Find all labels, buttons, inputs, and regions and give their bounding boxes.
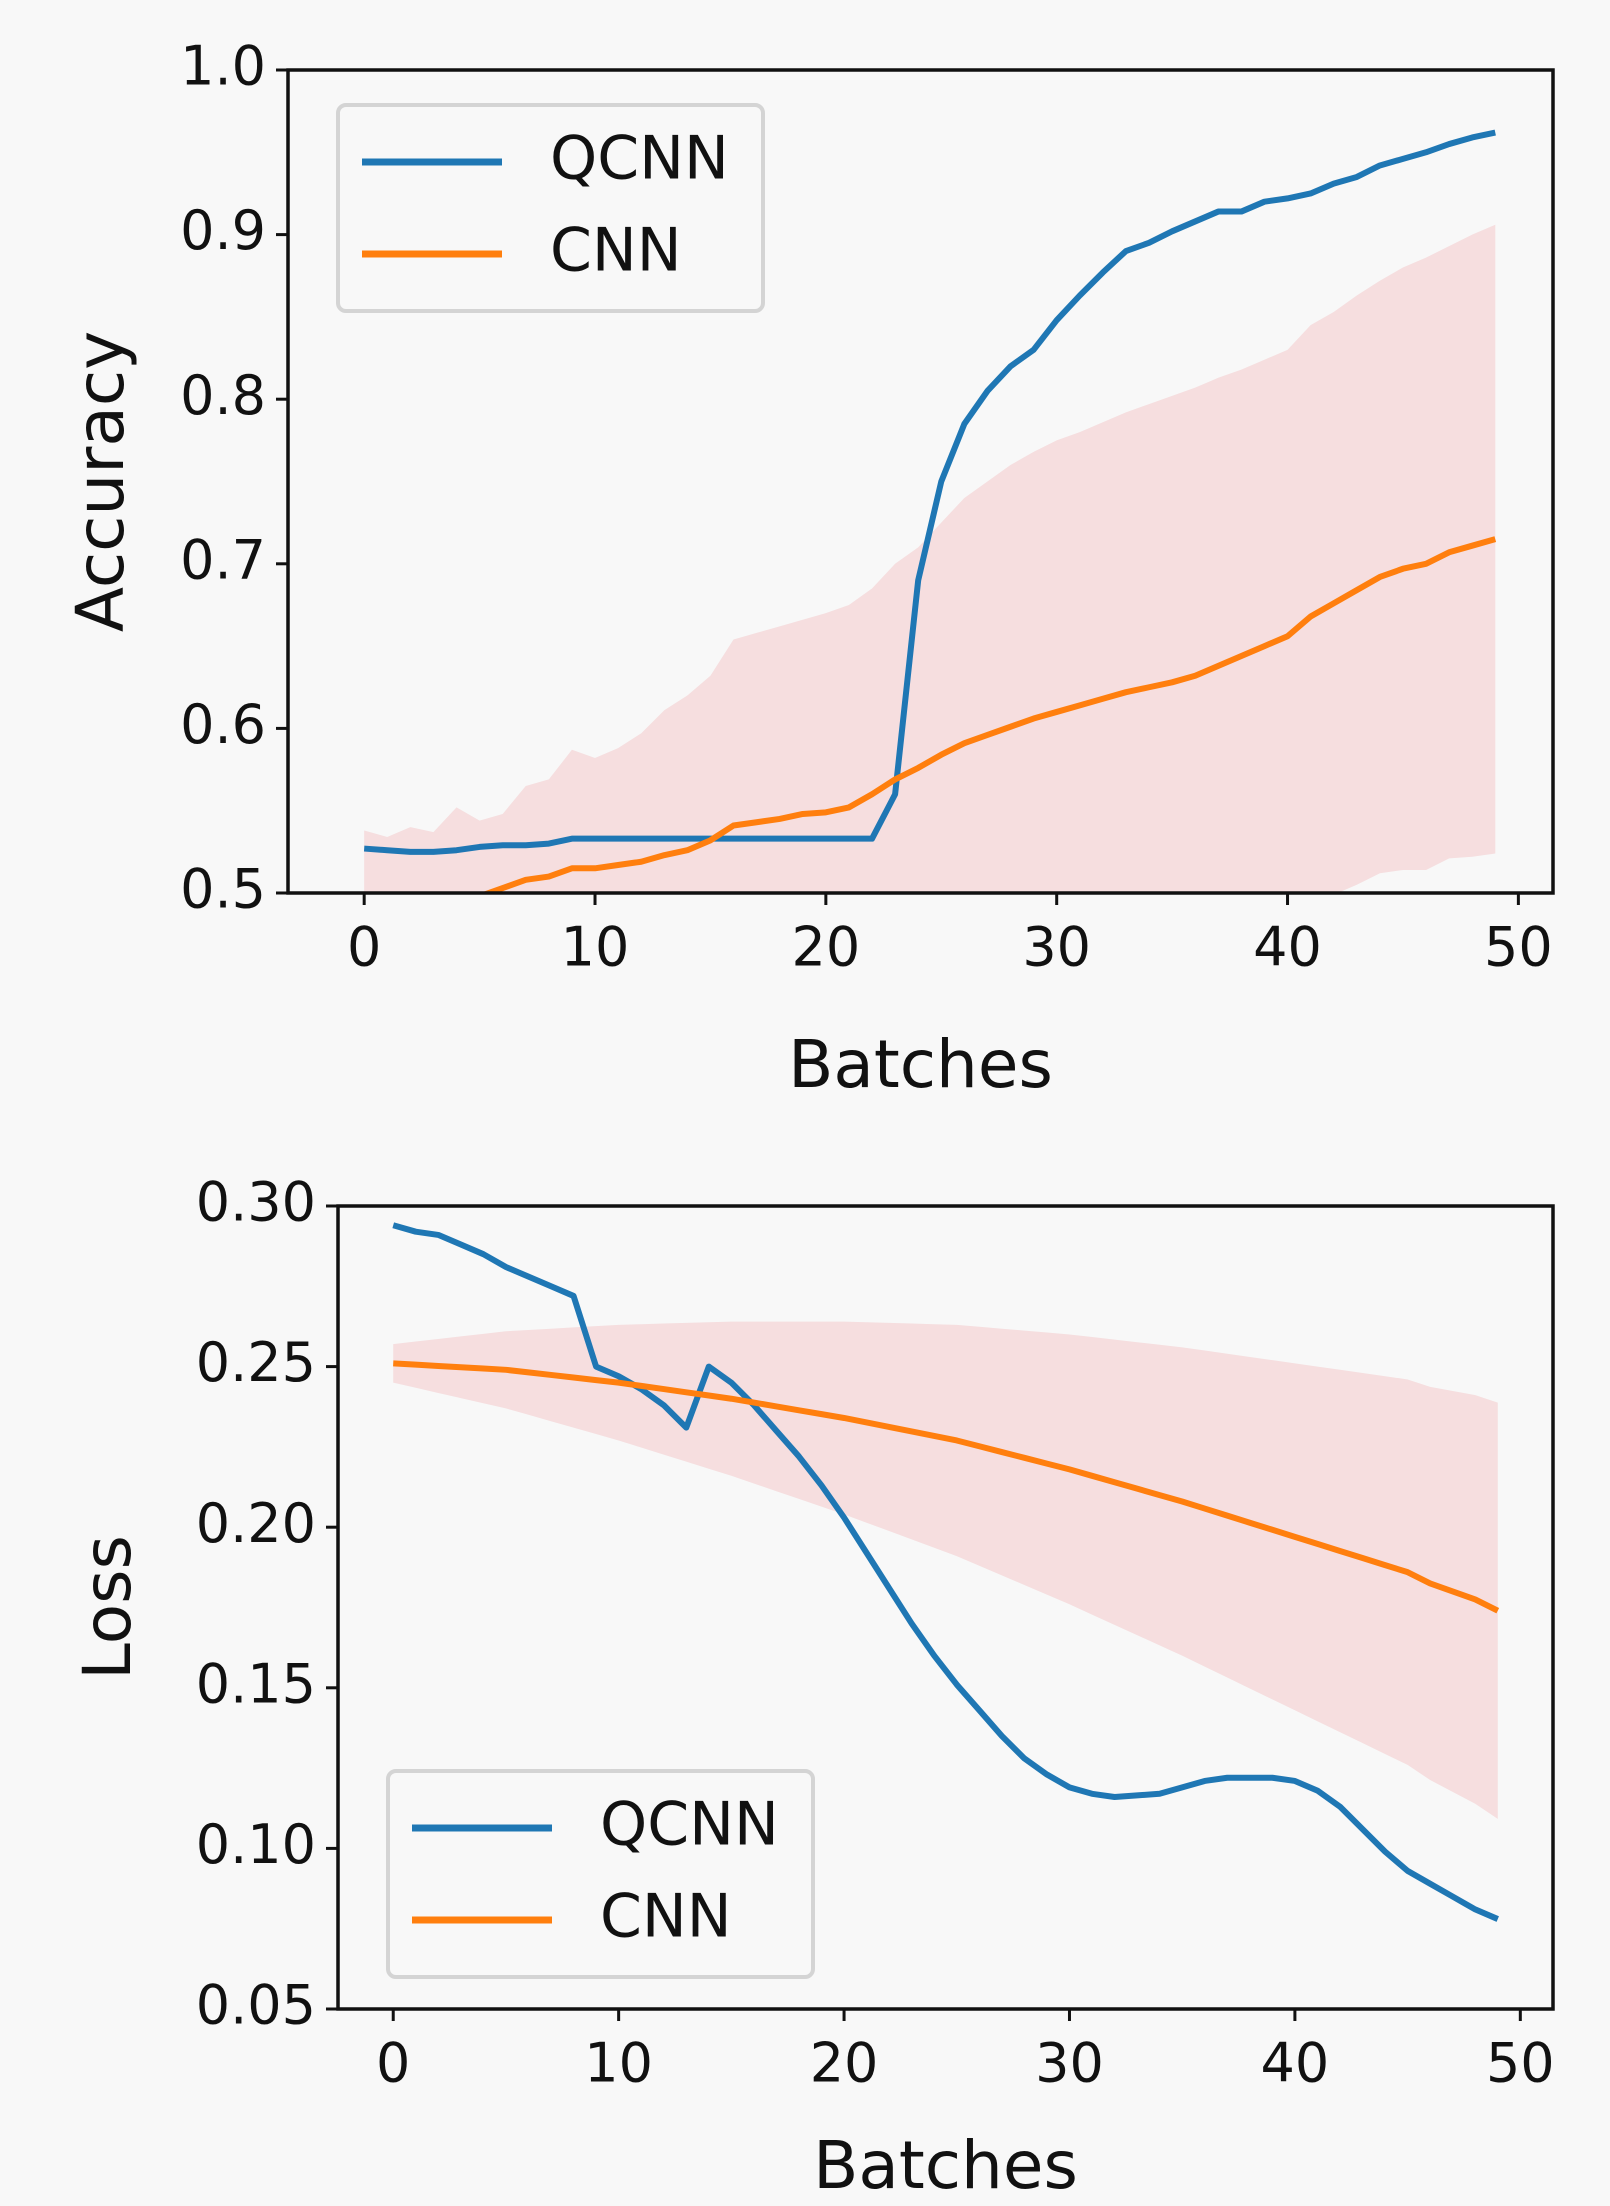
x-axis-label: Batches	[813, 2127, 1078, 2204]
axes: 0.5 0.6 0.7 0.8 0.9 1.0 0 10 20 30 40 50 Batches Accu…	[62, 35, 1555, 1103]
legend-label: QCNN	[600, 1790, 779, 1860]
x-tick-label: 30	[1035, 2032, 1104, 2095]
x-tick-label: 10	[561, 916, 630, 979]
axes: 0.05 0.10 0.15 0.20 0.25 0.30 0 10 20 30 40 50 Batch…	[69, 1171, 1555, 2204]
x-tick-label: 0	[347, 916, 381, 979]
axes-frame	[286, 68, 1555, 895]
axes-frame	[336, 1204, 1555, 2011]
y-axis-label: Accuracy	[62, 331, 139, 632]
x-tick-label: 40	[1261, 2032, 1330, 2095]
y-axis-label: Loss	[69, 1535, 146, 1680]
legend: QCNN CNN	[386, 1769, 815, 1979]
plot-area	[363, 129, 1497, 893]
x-tick-label: 40	[1253, 916, 1322, 979]
x-tick-label: 0	[376, 2032, 410, 2095]
y-tick-label: 0.9	[180, 199, 266, 262]
legend-label: CNN	[600, 1882, 732, 1952]
data-line	[363, 129, 1496, 855]
y-tick-label: 0.6	[180, 693, 266, 756]
y-tick-label: 0.05	[196, 1974, 316, 2037]
legend-box	[386, 1769, 815, 1979]
y-tick-label: 0.20	[196, 1492, 316, 1555]
x-tick-label: 10	[584, 2032, 653, 2095]
legend-label: QCNN	[550, 124, 729, 194]
y-tick-label: 1.0	[180, 35, 266, 98]
x-tick-label: 20	[810, 2032, 879, 2095]
plot-area	[392, 1222, 1500, 1922]
y-tick-label: 0.10	[196, 1813, 316, 1876]
data-line	[479, 536, 1497, 893]
legend-label: CNN	[550, 216, 682, 286]
y-tick-label: 0.5	[180, 858, 266, 921]
y-tick-label: 0.7	[180, 528, 266, 591]
y-tick-label: 0.30	[196, 1171, 316, 1234]
x-tick-label: 50	[1484, 916, 1553, 979]
data-line	[392, 1222, 1499, 1922]
error-band	[364, 224, 1496, 893]
legend: QCNN CNN	[336, 103, 765, 313]
x-tick-label: 30	[1022, 916, 1091, 979]
legend-box	[336, 103, 765, 313]
y-tick-label: 0.8	[180, 364, 266, 427]
x-tick-label: 50	[1486, 2032, 1555, 2095]
y-tick-label: 0.25	[196, 1331, 316, 1394]
x-tick-label: 20	[791, 916, 860, 979]
error-band	[393, 1321, 1498, 1819]
x-axis-label: Batches	[788, 1026, 1053, 1103]
data-line	[393, 1360, 1500, 1614]
y-tick-label: 0.15	[196, 1652, 316, 1715]
